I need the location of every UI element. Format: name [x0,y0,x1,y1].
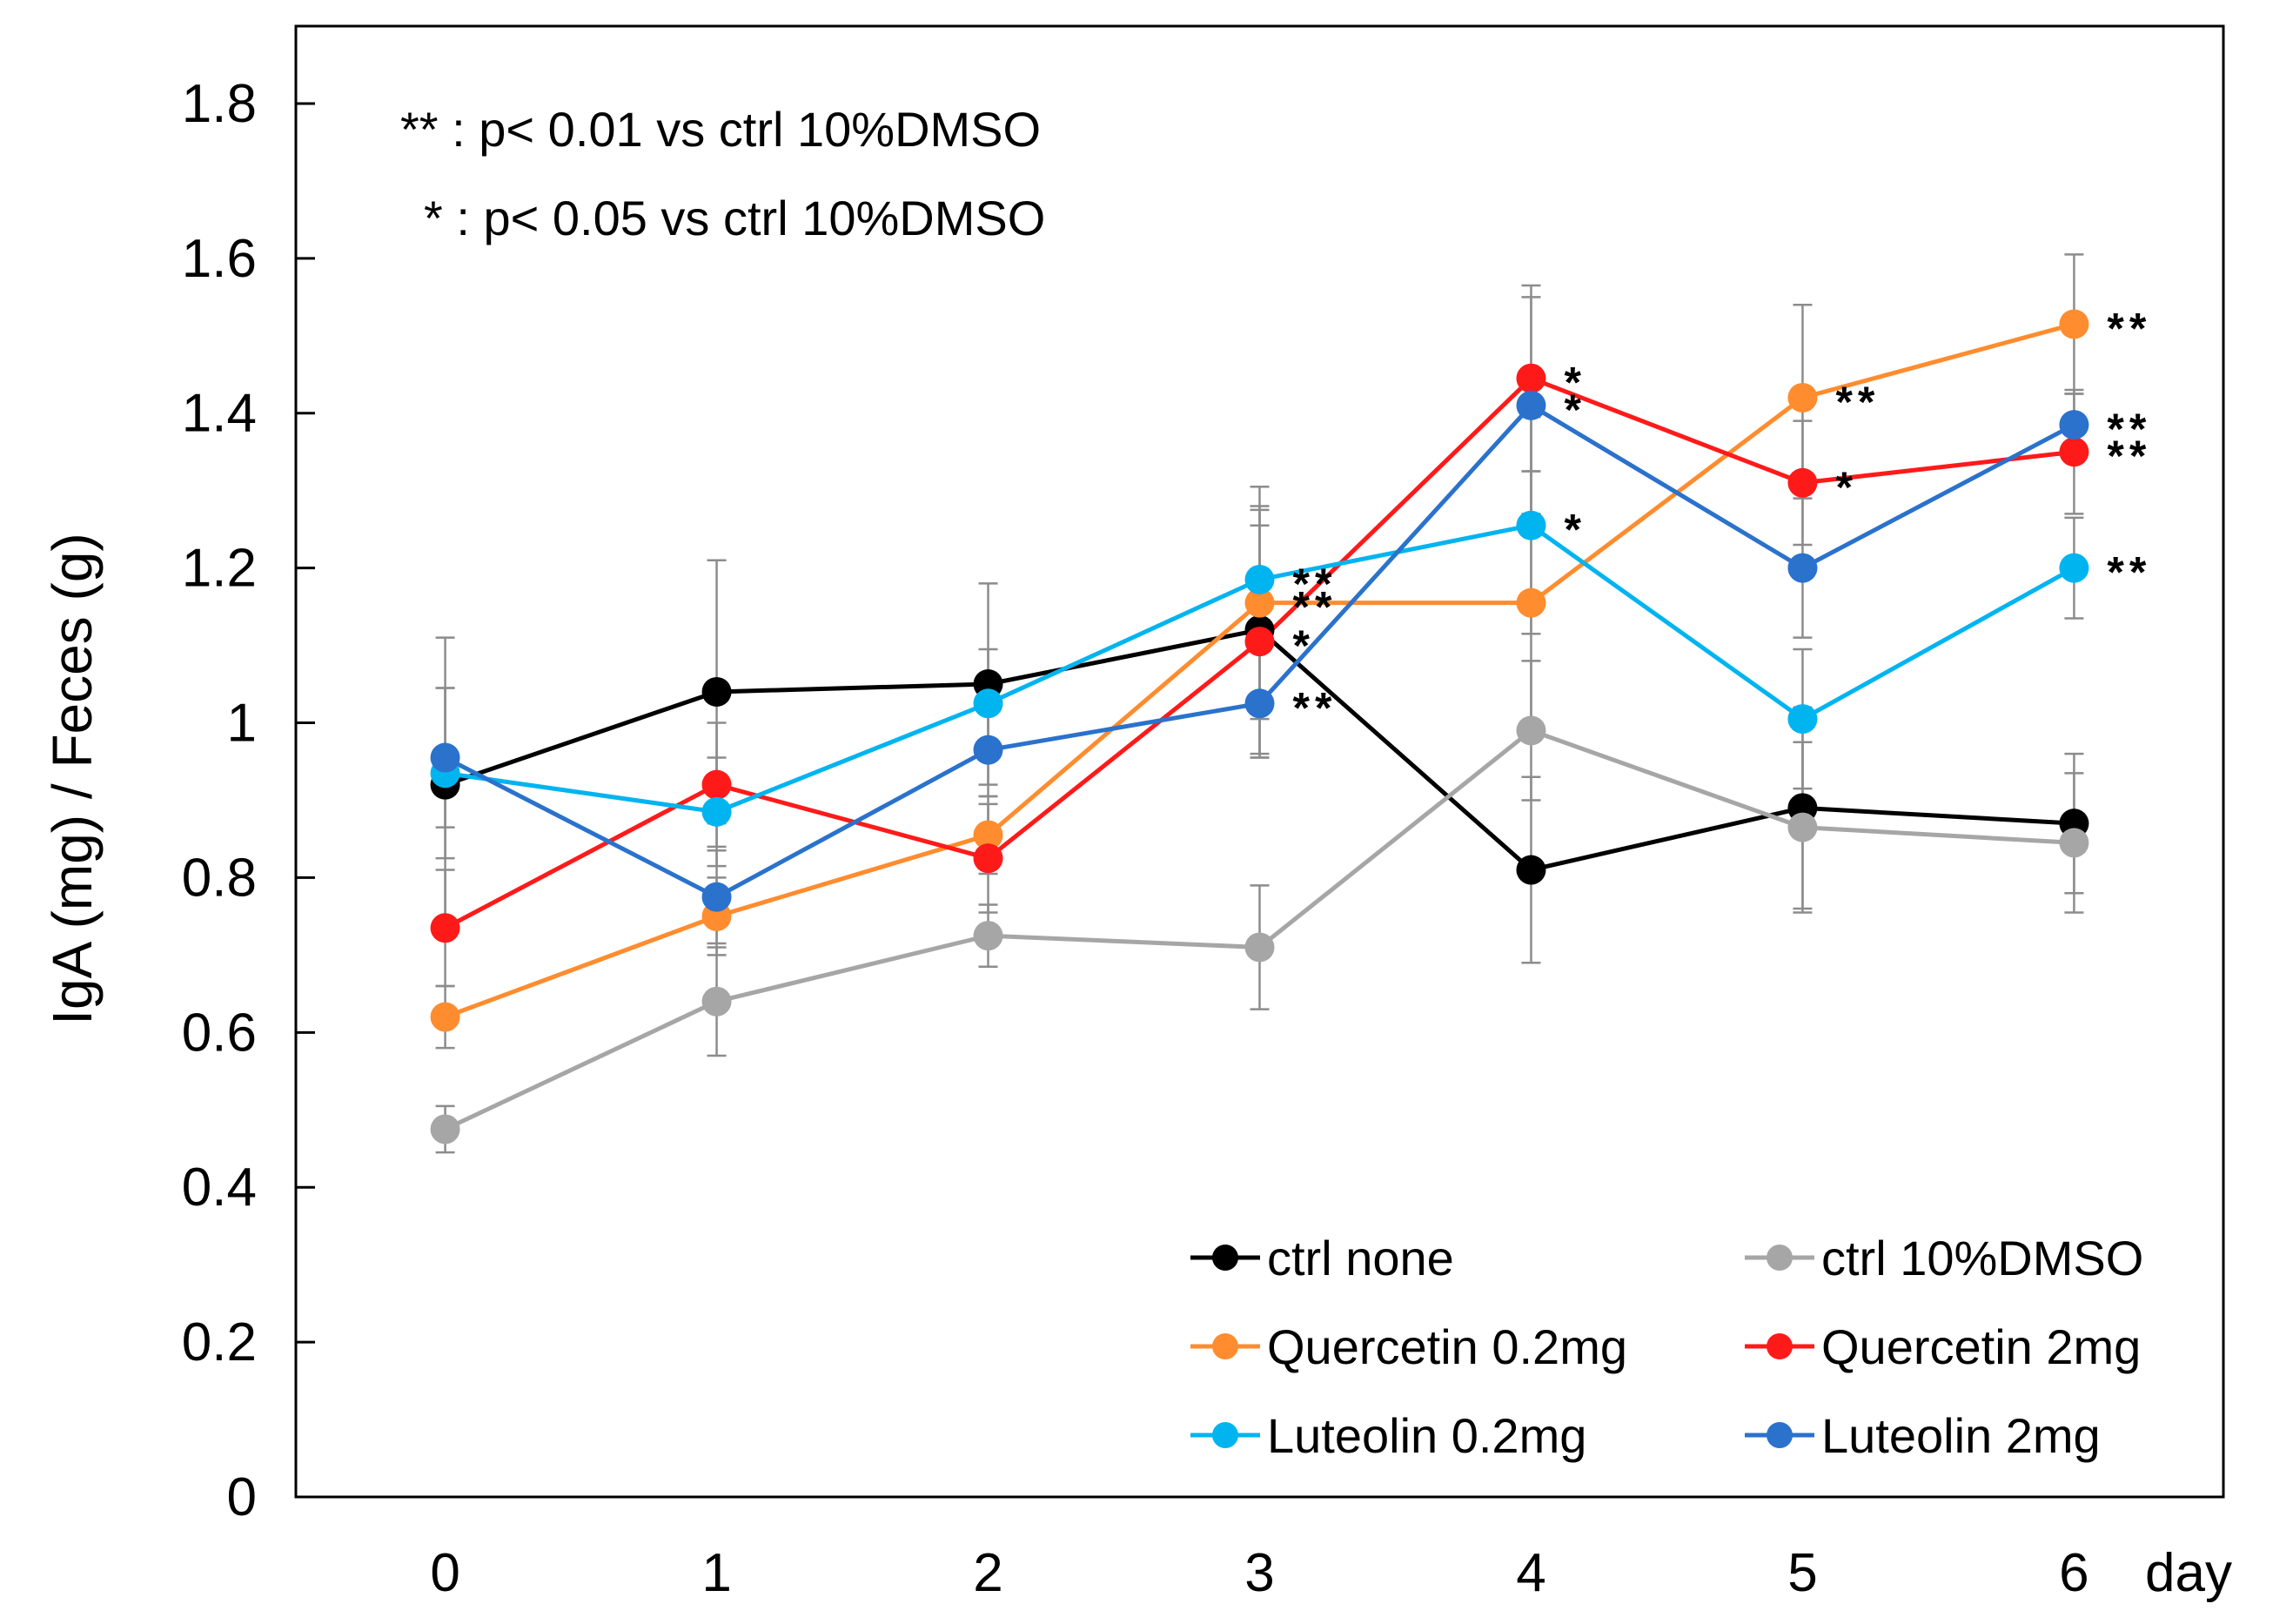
data-point [2059,828,2089,858]
data-point [430,1002,460,1032]
data-point [973,688,1003,719]
significance-marker: ** [2107,548,2151,597]
data-point [1244,587,1275,618]
data-point [1244,627,1275,657]
y-axis-title: IgA (mg) / Feces (g) [41,533,104,1024]
significance-marker: ** [2107,405,2151,453]
significance-marker: * [1564,506,1586,554]
data-point [2059,553,2089,583]
legend-item: Luteolin 0.2mg [1190,1408,1586,1463]
data-point [430,1114,460,1144]
legend-swatch-marker [1767,1422,1793,1448]
data-point [2059,309,2089,339]
legend-label: ctrl 10%DMSO [1821,1231,2143,1285]
legend-swatch-marker [1212,1422,1238,1448]
significance-marker: * [1564,359,1586,407]
legend-label: Quercetin 2mg [1821,1319,2141,1374]
legend-item: Quercetin 2mg [1745,1319,2141,1374]
significance-marker: ** [1293,583,1338,632]
significance-note-single: * : p< 0.05 vs ctrl 10%DMSO [424,191,1045,245]
data-point [1516,390,1546,420]
x-tick-label: 1 [701,1543,731,1603]
y-tick-label: 1.2 [182,539,257,599]
y-tick-label: 1.6 [182,229,257,289]
y-tick-label: 0.6 [182,1003,257,1063]
data-point [430,913,460,943]
data-point [701,986,732,1017]
y-tick-label: 1.4 [182,384,257,444]
x-tick-label: 2 [973,1543,1002,1603]
data-point [973,843,1003,874]
data-point [1244,932,1275,963]
data-point [701,796,732,827]
significance-marker: ** [2107,432,2151,480]
data-point [1516,587,1546,618]
x-tick-label: 3 [1244,1543,1274,1603]
legend-item: Quercetin 0.2mg [1190,1319,1627,1374]
y-tick-label: 0 [227,1467,257,1527]
legend-item: ctrl 10%DMSO [1745,1231,2143,1285]
x-tick-label: 0 [430,1543,459,1603]
significance-marker: * [1835,463,1857,512]
data-point [701,882,732,912]
legend-item: Luteolin 2mg [1745,1408,2101,1463]
y-tick-label: 0.8 [182,848,257,908]
legend-label: ctrl none [1267,1231,1454,1285]
plot-frame [294,24,2225,1499]
y-tick-label: 0.4 [182,1158,257,1218]
x-tick-label: 6 [2059,1543,2089,1603]
data-point [1516,715,1546,746]
data-point [973,921,1003,951]
data-point [701,676,732,707]
data-point [701,769,732,800]
y-tick-label: 0.2 [182,1312,257,1372]
data-point [973,735,1003,765]
significance-note-double: ** : p< 0.01 vs ctrl 10%DMSO [400,102,1041,157]
x-tick-label: 5 [1787,1543,1817,1603]
data-point [1787,467,1818,498]
y-tick-label: 1.8 [182,74,257,134]
x-axis-title: day [2145,1543,2232,1603]
legend-swatch-marker [1212,1245,1238,1271]
legend-swatch-marker [1767,1333,1793,1359]
legend-label: Quercetin 0.2mg [1267,1319,1627,1374]
significance-marker: * [1293,621,1315,670]
significance-marker: ** [2107,304,2151,352]
data-point [1787,704,1818,735]
data-point [1516,363,1546,393]
significance-marker: * [1564,386,1586,434]
legend-label: Luteolin 0.2mg [1267,1408,1586,1463]
significance-marker: ** [1293,560,1338,608]
legend-swatch-marker [1212,1333,1238,1359]
data-point [1516,510,1546,540]
data-point [430,742,460,773]
data-point [1244,564,1275,594]
data-point [2059,410,2089,440]
legend-label: Luteolin 2mg [1821,1408,2101,1463]
legend-swatch-marker [1767,1245,1793,1271]
significance-marker: ** [1293,683,1338,732]
x-tick-label: 4 [1516,1543,1545,1603]
data-point [1244,688,1275,719]
data-point [1516,855,1546,885]
significance-marker: ** [1835,378,1880,426]
data-point [1787,382,1818,413]
data-point [973,820,1003,850]
data-point [1787,553,1818,583]
data-point [2059,437,2089,467]
legend-item: ctrl none [1190,1231,1454,1285]
data-point [1787,812,1818,842]
y-tick-label: 1 [227,694,257,754]
